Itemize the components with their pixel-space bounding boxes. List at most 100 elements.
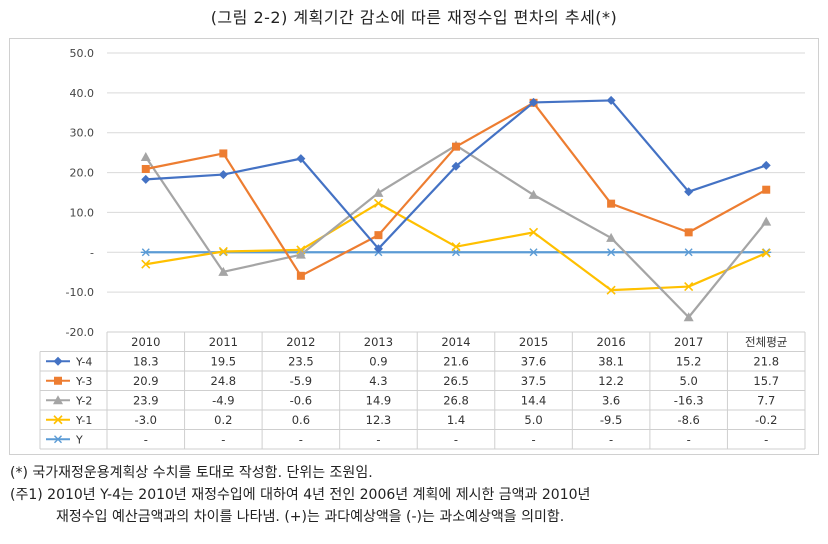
- legend-marker-y1: [53, 415, 63, 425]
- x-tick-label: 2010: [131, 335, 160, 349]
- data-point-y1: [684, 281, 694, 292]
- data-label: 19.5: [211, 354, 237, 368]
- y-tick-label: 20.0: [70, 167, 95, 180]
- legend-marker-y3: [54, 376, 62, 385]
- data-label: 4.3: [369, 374, 387, 388]
- chart-frame: [9, 38, 819, 455]
- data-label: -: [687, 432, 691, 446]
- data-point-y4: [218, 170, 228, 180]
- x-tick-label: 2015: [519, 335, 548, 349]
- data-label: 23.9: [133, 393, 159, 407]
- y-tick-label: 10.0: [70, 206, 95, 219]
- legend-marker-y2: [53, 395, 63, 405]
- y-tick-label: 40.0: [70, 87, 95, 100]
- data-point-y4: [373, 244, 383, 254]
- data-label: 38.1: [598, 354, 624, 368]
- data-label: 12.3: [366, 413, 392, 427]
- data-point-y3: [452, 142, 460, 151]
- x-tick-label: 2011: [209, 335, 238, 349]
- data-point-y2: [140, 152, 151, 162]
- data-point-y: [528, 248, 539, 257]
- data-point-y3: [296, 271, 305, 280]
- data-point-y2: [528, 189, 539, 199]
- data-point-y3: [219, 149, 228, 158]
- data-point-y1: [141, 259, 151, 269]
- data-label: -9.5: [600, 413, 622, 427]
- data-label: -: [299, 432, 303, 446]
- legend-label-y: Y: [75, 433, 83, 446]
- data-point-y1: [373, 198, 384, 208]
- data-point-y1: [606, 285, 616, 295]
- data-point-y1: [761, 248, 771, 258]
- x-tick-label: 2016: [596, 335, 625, 349]
- data-label: 15.7: [753, 374, 779, 388]
- legend-marker-y4: [53, 356, 63, 366]
- data-label: 21.8: [753, 354, 779, 368]
- series-line-y3: [145, 101, 767, 277]
- data-point-y3: [374, 231, 383, 240]
- data-point-y2: [683, 312, 694, 322]
- data-label: -: [221, 432, 225, 446]
- data-label: 21.6: [443, 354, 469, 368]
- y-tick-label: -10.0: [66, 286, 94, 299]
- y-tick-label: -20.0: [66, 326, 94, 339]
- footnote-source: (*) 국가재정운용계획상 수치를 토대로 작성함. 단위는 조원임.: [10, 465, 373, 481]
- line-chart: 50.0 40.0 30.0 20.0 10.0 - -10.0 -20.0 2010 2011 2…: [39, 47, 806, 450]
- data-label: 12.2: [598, 374, 624, 388]
- data-label: 0.9: [369, 354, 387, 368]
- y-tick-label: -: [90, 246, 94, 259]
- data-point-y2: [218, 266, 229, 276]
- data-point-y1: [528, 227, 539, 237]
- data-label: 14.9: [366, 393, 392, 407]
- data-label: -5.9: [290, 374, 312, 388]
- data-point-y3: [607, 199, 616, 208]
- data-label: 5.0: [524, 413, 542, 427]
- data-point-y3: [141, 164, 150, 173]
- data-label: 37.5: [521, 374, 547, 388]
- data-label: -: [531, 432, 535, 446]
- data-label: -16.3: [674, 393, 704, 407]
- legend-marker-y: [53, 435, 63, 444]
- data-label: 5.0: [680, 374, 698, 388]
- data-label: 3.6: [602, 393, 620, 407]
- data-label: -3.0: [135, 413, 157, 427]
- data-label: -8.6: [677, 413, 699, 427]
- data-label: -0.2: [755, 413, 777, 427]
- legend-label-y3: Y-3: [75, 375, 92, 388]
- data-point-y3: [762, 185, 771, 194]
- data-label: 0.6: [292, 413, 310, 427]
- data-point-y4: [529, 97, 539, 107]
- footnote-1: (주1) 2010년 Y-4는 2010년 재정수입에 대하여 4년 전인 20…: [10, 487, 591, 503]
- x-tick-label: 전체평균: [745, 335, 787, 349]
- x-tick-label: 2013: [364, 335, 393, 349]
- data-point-y4: [684, 187, 694, 197]
- data-label: 14.4: [521, 393, 547, 407]
- data-point-y2: [295, 249, 306, 259]
- data-label: 1.4: [447, 413, 465, 427]
- data-label: -: [609, 432, 613, 446]
- data-label: -: [376, 432, 380, 446]
- data-point-y4: [451, 161, 461, 171]
- x-tick-label: 2012: [286, 335, 315, 349]
- data-point-y4: [761, 160, 771, 170]
- data-point-y2: [761, 216, 772, 226]
- y-tick-label: 30.0: [70, 127, 95, 140]
- footnote-1-continued: 재정수입 예산금액과의 차이를 나타냄. (+)는 과다예상액을 (-)는 과소…: [56, 509, 565, 525]
- footnotes: (*) 국가재정운용계획상 수치를 토대로 작성함. 단위는 조원임. (주1)…: [10, 462, 825, 528]
- x-tick-label: 2014: [441, 335, 470, 349]
- data-point-y4: [606, 95, 616, 105]
- data-point-y2: [606, 232, 617, 242]
- chart-title: (그림 2-2) 계획기간 감소에 따른 재정수입 편차의 추세(*): [210, 8, 618, 27]
- x-tick-label: 2017: [674, 335, 703, 349]
- data-label: 26.8: [443, 393, 469, 407]
- data-label: 7.7: [757, 393, 775, 407]
- legend-label-y2: Y-2: [75, 394, 92, 407]
- data-label: 24.8: [211, 374, 237, 388]
- data-point-y2: [373, 187, 384, 197]
- data-point-y1: [451, 242, 461, 252]
- y-tick-label: 50.0: [70, 47, 95, 60]
- data-label: -4.9: [212, 393, 234, 407]
- data-point-y4: [141, 174, 151, 184]
- legend-label-y1: Y-1: [75, 414, 92, 427]
- data-label: -: [144, 432, 148, 446]
